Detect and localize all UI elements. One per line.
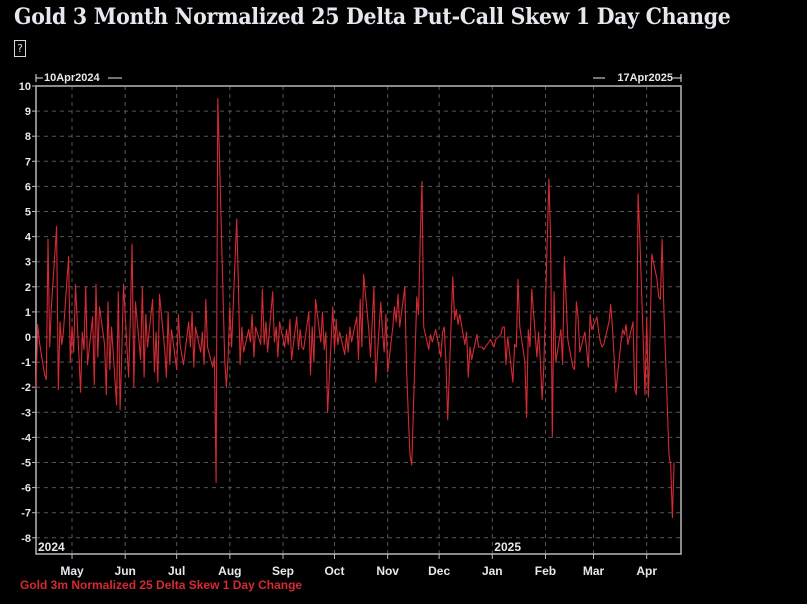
y-tick-label: -8 <box>21 533 31 545</box>
start-date-label: 10Apr2024 <box>44 72 101 84</box>
y-tick-label: 10 <box>19 81 31 93</box>
y-tick-label: -7 <box>21 508 31 520</box>
y-tick-label: -2 <box>21 382 31 394</box>
y-tick-label: -5 <box>21 458 31 470</box>
y-tick-label: -1 <box>21 357 31 369</box>
x-tick-label: Jan <box>482 564 503 578</box>
x-tick-label: Jun <box>115 564 136 578</box>
y-tick-label: 2 <box>25 282 31 294</box>
y-tick-label: -6 <box>21 483 31 495</box>
x-tick-label: May <box>60 564 84 578</box>
x-tick-label: Oct <box>324 564 344 578</box>
series <box>35 97 675 519</box>
x-tick-label: Jul <box>168 564 185 578</box>
x-tick-label: Dec <box>428 564 450 578</box>
y-tick-label: -3 <box>21 407 31 419</box>
y-tick-label: 0 <box>25 332 31 344</box>
year-label: 2025 <box>494 540 521 554</box>
y-tick-label: 4 <box>25 232 32 244</box>
y-tick-label: 9 <box>25 106 31 118</box>
y-tick-label: 7 <box>25 156 31 168</box>
plot-frame <box>35 85 682 555</box>
y-tick-label: 3 <box>25 257 31 269</box>
y-tick-label: -4 <box>21 432 32 444</box>
missing-glyph-icon: ? <box>14 40 26 57</box>
series-line <box>35 97 675 519</box>
x-tick-label: Aug <box>218 564 241 578</box>
annotations: 2024 2025 10Apr2024 17Apr2025 <box>35 72 682 554</box>
page-title: Gold 3 Month Normalized 25 Delta Put-Cal… <box>14 4 731 30</box>
y-tick-label: 6 <box>25 181 31 193</box>
y-tick-label: 1 <box>25 307 31 319</box>
x-tick-label: Sep <box>272 564 294 578</box>
year-label: 2024 <box>38 540 65 554</box>
end-date-label: 17Apr2025 <box>617 72 673 84</box>
x-tick-label: Feb <box>535 564 556 578</box>
y-tick-label: 5 <box>25 207 31 219</box>
x-tick-label: Apr <box>636 564 657 578</box>
y-tick-label: 8 <box>25 131 31 143</box>
x-axis: May Jun Jul Aug Sep Oct Nov Dec Jan Feb Mar Apr <box>60 554 657 578</box>
legend-label: Gold 3m Normalized 25 Delta Skew 1 Day C… <box>20 578 303 592</box>
x-tick-label: Mar <box>583 564 605 578</box>
x-tick-label: Nov <box>376 564 399 578</box>
